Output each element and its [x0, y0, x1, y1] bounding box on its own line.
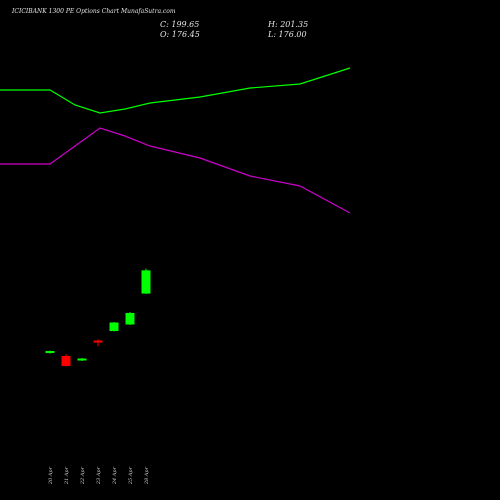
candle-23-apr: [93, 339, 103, 346]
chart-title: ICICIBANK 1300 PE Options Chart MunafaSu…: [12, 8, 176, 15]
candle-body: [93, 340, 103, 343]
open-value: O: 176.45: [160, 30, 200, 39]
upper-band-line: [0, 67, 351, 114]
close-value: C: 199.65: [160, 20, 200, 29]
candle-body: [77, 358, 87, 361]
candle-24-apr: [109, 322, 119, 332]
lower-band-line: [0, 127, 351, 214]
candle-22-apr: [77, 358, 87, 361]
candle-20-apr: [45, 350, 55, 354]
x-tick-label: 23 Apr: [96, 466, 102, 485]
candle-body: [45, 351, 55, 353]
candle-body: [125, 313, 135, 325]
x-tick-label: 25 Apr: [128, 466, 134, 485]
candle-body: [109, 322, 119, 331]
x-tick-label: 20 Apr: [48, 466, 54, 485]
candle-body: [61, 356, 71, 366]
candle-25-apr: [125, 312, 135, 325]
x-tick-label: 28 Apr: [144, 466, 150, 485]
low-value: L: 176.00: [268, 30, 307, 39]
candle-body: [141, 270, 151, 294]
x-tick-label: 22 Apr: [80, 466, 86, 485]
x-tick-label: 24 Apr: [112, 466, 118, 485]
high-value: H: 201.35: [268, 20, 309, 29]
x-tick-label: 21 Apr: [64, 466, 70, 485]
candle-21-apr: [61, 354, 71, 367]
candle-28-apr: [141, 268, 151, 294]
